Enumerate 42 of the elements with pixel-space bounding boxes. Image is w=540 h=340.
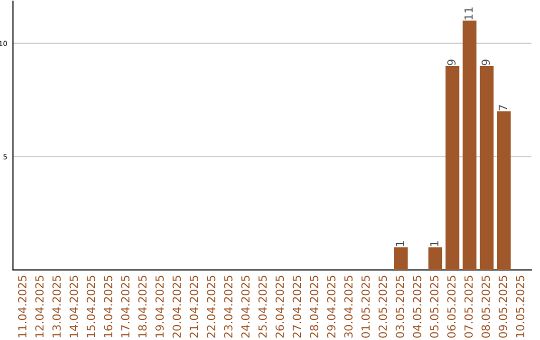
data-label: 9 <box>447 60 456 66</box>
x-tick-label: 02.05.2025 <box>378 276 387 338</box>
x-tick-label: 11.04.2025 <box>18 276 26 338</box>
x-tick-label: 09.05.2025 <box>498 276 508 338</box>
x-tick-label: 12.04.2025 <box>35 276 44 338</box>
x-tick-label: 15.04.2025 <box>86 276 96 338</box>
x-tick-label: 23.04.2025 <box>224 276 232 338</box>
bar <box>480 66 494 270</box>
x-tick-label: 16.04.2025 <box>104 276 112 338</box>
bar <box>497 111 511 270</box>
x-tick-label: 07.05.2025 <box>464 276 473 338</box>
bar <box>394 247 408 270</box>
x-tick-label: 06.05.2025 <box>447 276 456 338</box>
x-tick-label: 27.04.2025 <box>292 276 302 338</box>
bar <box>428 247 442 270</box>
x-tick-label: 19.04.2025 <box>155 276 164 338</box>
bar <box>462 20 476 270</box>
x-tick-label: 13.04.2025 <box>52 276 61 338</box>
x-tick-label: 29.04.2025 <box>327 276 336 338</box>
x-tick-label: 14.04.2025 <box>70 276 78 338</box>
x-tick-label: 05.05.2025 <box>430 276 438 338</box>
data-label: 9 <box>482 60 490 66</box>
x-tick-label: 24.04.2025 <box>241 276 250 338</box>
x-tick-label: 26.04.2025 <box>276 276 284 338</box>
bar <box>446 66 460 270</box>
data-label: 1 <box>396 241 404 246</box>
x-tick-label: 22.04.2025 <box>206 276 216 338</box>
x-tick-label: 21.04.2025 <box>190 276 198 338</box>
x-tick-label: 03.05.2025 <box>396 276 404 338</box>
data-label: 7 <box>498 105 507 110</box>
x-tick-label: 30.04.2025 <box>344 276 353 338</box>
data-label: 1 <box>430 241 438 246</box>
x-tick-label: 17.04.2025 <box>121 276 130 338</box>
x-tick-label: 08.05.2025 <box>482 276 490 338</box>
x-tick-label: 10.05.2025 <box>516 276 524 338</box>
data-label: 11 <box>464 8 473 20</box>
x-tick-label: 01.05.2025 <box>361 276 370 338</box>
x-tick-label: 04.05.2025 <box>412 276 422 338</box>
x-tick-label: 25.04.2025 <box>258 276 267 338</box>
x-tick-label: 18.04.2025 <box>138 276 147 338</box>
x-tick-label: 28.04.2025 <box>310 276 318 338</box>
x-tick-label: 20.04.2025 <box>172 276 181 338</box>
